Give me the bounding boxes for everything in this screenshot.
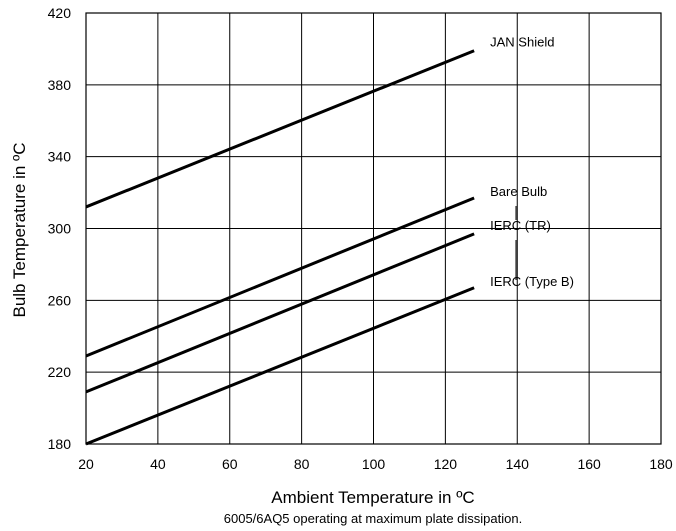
series-labels: JAN Shield Bare Bulb IERC (TR) IERC (Type B… xyxy=(490,35,574,289)
x-tick-label: 20 xyxy=(78,456,94,472)
y-tick-label: 180 xyxy=(48,436,72,452)
y-tick-label: 260 xyxy=(48,292,72,308)
series-lines xyxy=(85,49,517,446)
x-axis-title: Ambient Temperature in ºC xyxy=(271,488,474,507)
series-label: Bare Bulb xyxy=(490,184,547,199)
series-label: IERC (Type B) xyxy=(490,274,574,289)
y-tick-labels: 180 220 260 300 340 380 420 xyxy=(48,5,72,452)
x-tick-label: 180 xyxy=(649,456,673,472)
plot-frame xyxy=(85,12,662,445)
y-axis-title: Bulb Temperature in ºC xyxy=(10,142,29,317)
series-line xyxy=(85,232,475,394)
x-tick-label: 40 xyxy=(150,456,166,472)
y-tick-label: 340 xyxy=(48,149,72,165)
y-tick-label: 420 xyxy=(48,5,72,21)
series-line xyxy=(85,286,475,446)
series-label: JAN Shield xyxy=(490,35,554,50)
x-tick-label: 140 xyxy=(506,456,530,472)
series-label: IERC (TR) xyxy=(490,218,551,233)
x-tick-label: 120 xyxy=(434,456,458,472)
x-tick-label: 160 xyxy=(577,456,601,472)
y-tick-label: 300 xyxy=(48,221,72,237)
x-tick-label: 100 xyxy=(362,456,386,472)
x-tick-label: 80 xyxy=(294,456,310,472)
series-line xyxy=(85,196,475,358)
x-tick-labels: 20 40 60 80 100 120 140 160 180 xyxy=(78,456,673,472)
grid xyxy=(85,12,662,445)
series-line xyxy=(85,49,475,209)
chart-caption: 6005/6AQ5 operating at maximum plate dis… xyxy=(224,511,522,526)
y-tick-label: 220 xyxy=(48,364,72,380)
x-tick-label: 60 xyxy=(222,456,238,472)
y-tick-label: 380 xyxy=(48,77,72,93)
plot-border xyxy=(85,12,662,445)
